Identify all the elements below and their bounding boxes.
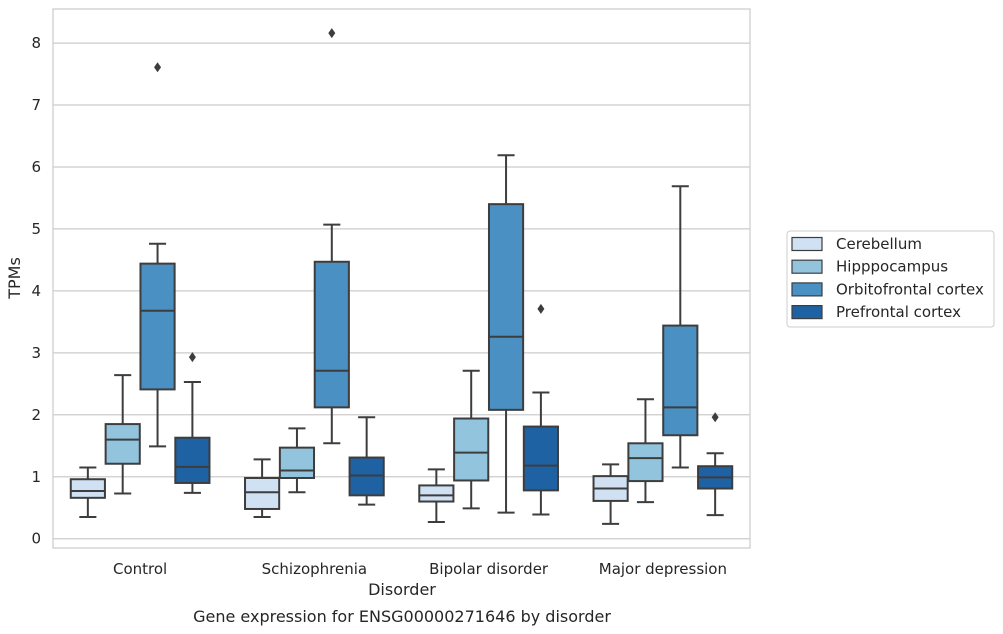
box-body [278,446,316,479]
y-tick-label: 7 [31,96,41,114]
box-body [104,423,141,465]
box-mark [174,352,211,494]
box-body [662,324,699,437]
y-tick-label: 3 [31,344,41,362]
legend-swatch [791,282,823,297]
box-body [418,484,455,503]
box-body [522,425,559,492]
box-body [313,260,350,409]
box-mark [139,62,176,448]
box-mark [348,416,385,506]
box-mark [278,427,316,494]
legend-swatch [791,236,823,252]
x-tick-label: Major depression [599,560,727,578]
box-mark [313,28,350,445]
y-tick-label: 4 [31,282,41,300]
outlier-point [711,412,719,423]
box-body [244,476,281,510]
x-tick-label: Schizophrenia [262,560,367,578]
outlier-point [154,62,162,73]
y-tick-label: 8 [31,34,41,52]
legend-label: Hipppocampus [836,258,948,276]
gridlines [53,42,750,540]
outlier-point [188,352,196,363]
legend-swatch [791,259,823,274]
box-mark [592,463,629,525]
outlier-point [537,303,545,314]
series-orbitofrontal-cortex [139,28,699,514]
box-body [174,436,211,484]
chart-caption: Gene expression for ENSG00000271646 by d… [193,607,611,626]
y-tick-label: 5 [31,220,41,238]
x-tick-labels: Control Schizophrenia Bipolar disorder Majo… [113,560,727,578]
box-body [69,478,106,499]
x-tick-label: Control [113,560,167,578]
y-tick-label: 6 [31,158,41,176]
box-body [627,442,664,483]
box-mark [697,412,734,517]
box-series [69,28,734,525]
legend-items: Cerebellum Hipppocampus Orbitofrontal cort… [791,235,984,321]
outlier-point [328,28,336,39]
box-body [453,417,490,482]
box-mark [418,468,455,523]
x-axis-title: Disorder [368,580,436,599]
y-axis-title: TPMs [5,257,24,300]
box-mark [244,458,281,519]
y-tick-labels: 0 1 2 3 4 5 6 7 8 [31,34,41,548]
legend-label: Prefrontal cortex [836,303,961,321]
box-body [139,262,176,391]
box-body [487,203,525,411]
y-tick-label: 1 [31,468,41,486]
legend-label: Orbitofrontal cortex [836,280,984,298]
box-mark [662,185,699,469]
box-mark [453,369,490,510]
series-prefrontal-cortex [174,303,734,517]
box-mark [522,303,559,516]
legend-frame [786,230,995,328]
series-cerebellum [69,458,629,525]
legend: Cerebellum Hipppocampus Orbitofrontal cort… [786,230,995,328]
box-mark [104,374,141,495]
legend-swatch [791,305,823,320]
series-hipppocampus [104,369,664,510]
y-tick-label: 0 [31,530,41,548]
box-mark [487,154,525,514]
box-mark [627,398,664,504]
box-mark [69,466,106,519]
legend-label: Cerebellum [836,235,922,253]
x-tick-label: Bipolar disorder [429,560,549,578]
y-tick-label: 2 [31,406,41,424]
